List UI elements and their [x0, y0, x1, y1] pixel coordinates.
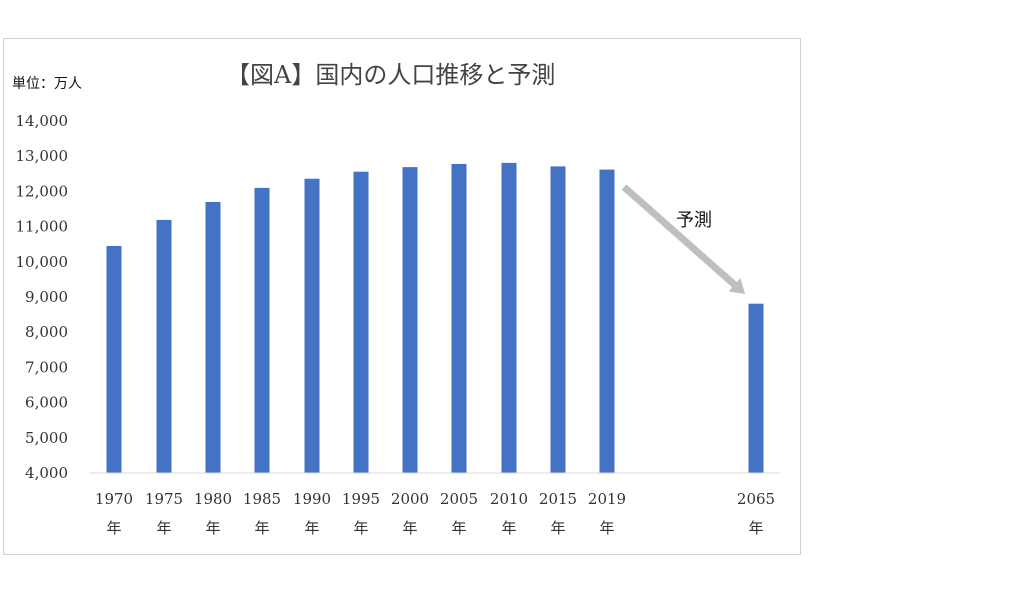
x-tick-unit: 年 [599, 519, 614, 537]
bar-2015 [550, 166, 566, 473]
bar-1975 [156, 219, 172, 473]
x-tick-unit: 年 [748, 519, 763, 537]
bar-series [106, 162, 764, 474]
x-tick-year: 1980 [194, 490, 232, 508]
x-tick-unit: 年 [254, 519, 269, 537]
x-tick-year: 1970 [95, 490, 133, 508]
x-tick-year: 2019 [588, 490, 626, 508]
bar-2005 [451, 163, 467, 473]
forecast-arrow-head [728, 277, 745, 294]
bar-1985 [254, 187, 270, 473]
x-tick-year: 1975 [145, 490, 183, 508]
y-tick-label: 12,000 [16, 182, 69, 200]
forecast-arrow-shaft [621, 184, 739, 289]
y-tick-label: 11,000 [16, 218, 69, 236]
x-tick-year: 1995 [342, 490, 380, 508]
x-tick-unit: 年 [304, 519, 319, 537]
x-tick-unit: 年 [402, 519, 417, 537]
y-tick-label: 14,000 [16, 112, 69, 130]
x-tick-unit: 年 [353, 519, 368, 537]
y-tick-label: 8,000 [25, 323, 68, 341]
y-tick-label: 9,000 [25, 288, 68, 306]
x-tick-unit: 年 [501, 519, 516, 537]
y-axis: 4,000 5,000 6,000 7,000 8,000 9,000 10,000 11,0… [16, 112, 69, 482]
x-tick-year: 1985 [243, 490, 281, 508]
bar-2000 [402, 167, 418, 473]
bar-2010 [501, 162, 517, 473]
y-tick-label: 5,000 [25, 429, 68, 447]
x-tick-year: 1990 [293, 490, 331, 508]
bar-2065 [748, 303, 764, 473]
x-axis: 1970 年 1975 年 1980 年 1985 年 1990 年 1995 年 2000 年 2005 年… [95, 490, 775, 537]
forecast-arrow [621, 184, 745, 294]
unit-label: 単位：万人 [12, 76, 82, 92]
y-tick-label: 13,000 [16, 147, 69, 165]
bar-1995 [353, 171, 369, 474]
x-tick-year: 2000 [391, 490, 429, 508]
forecast-label: 予測 [676, 210, 712, 231]
x-tick-year: 2005 [440, 490, 478, 508]
y-tick-label: 7,000 [25, 358, 68, 376]
bar-2019 [599, 169, 615, 474]
x-tick-year: 2065 [737, 490, 775, 508]
y-tick-label: 6,000 [25, 394, 68, 412]
x-tick-year: 2010 [490, 490, 528, 508]
chart-frame [3, 38, 801, 555]
x-tick-year: 2015 [539, 490, 577, 508]
chart-title: 【図A】国内の人口推移と予測 [226, 61, 555, 89]
y-tick-label: 10,000 [16, 253, 69, 271]
bar-1980 [205, 201, 221, 473]
bar-1970 [106, 245, 122, 473]
x-tick-unit: 年 [550, 519, 565, 537]
x-tick-unit: 年 [106, 519, 121, 537]
bar-1990 [304, 178, 320, 473]
x-tick-unit: 年 [451, 519, 466, 537]
x-tick-unit: 年 [205, 519, 220, 537]
x-tick-unit: 年 [156, 519, 171, 537]
y-tick-label: 4,000 [25, 464, 68, 482]
